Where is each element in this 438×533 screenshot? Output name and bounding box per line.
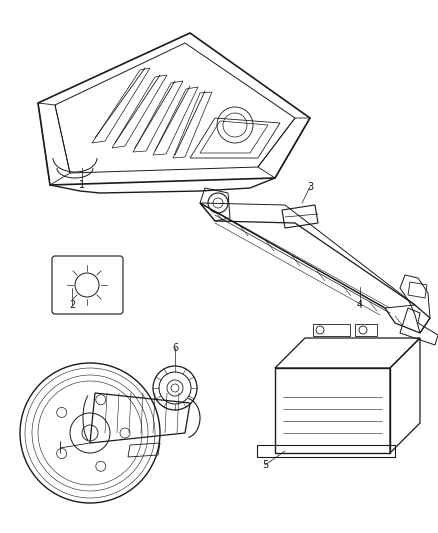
FancyBboxPatch shape [52,256,123,314]
Text: 1: 1 [79,180,85,190]
Text: 3: 3 [307,182,313,192]
Text: 6: 6 [172,343,178,353]
Text: 5: 5 [262,460,268,470]
Text: 2: 2 [69,300,75,310]
Text: 4: 4 [357,300,363,310]
